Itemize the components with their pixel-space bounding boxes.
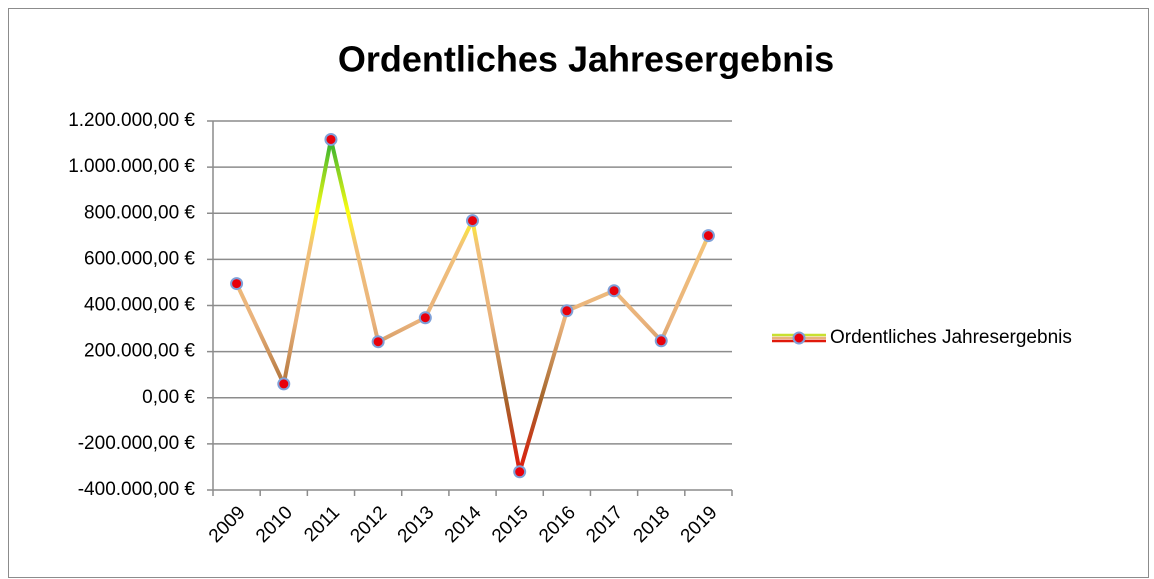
- chart-title: Ordentliches Jahresergebnis: [338, 39, 834, 80]
- point: [277, 377, 291, 391]
- legend-marker: [792, 331, 806, 345]
- point: [230, 277, 244, 291]
- y-tick-label: 1.000.000,00 €: [68, 156, 195, 177]
- y-tick-label: -200.000,00 €: [78, 433, 196, 454]
- point: [513, 465, 527, 479]
- point: [654, 334, 668, 348]
- point: [607, 284, 621, 298]
- y-tick-label: 400.000,00 €: [84, 295, 195, 316]
- y-tick-label: 1.200.000,00 €: [68, 110, 195, 131]
- chart-frame: [8, 8, 1149, 578]
- y-tick-label: 600.000,00 €: [84, 248, 195, 269]
- point: [371, 335, 385, 349]
- y-tick-label: 0,00 €: [142, 387, 195, 408]
- point: [701, 229, 715, 243]
- y-tick-label: 800.000,00 €: [84, 202, 195, 223]
- y-tick-label: 200.000,00 €: [84, 341, 195, 362]
- y-tick-label: -400.000,00 €: [78, 479, 196, 500]
- point: [324, 132, 338, 146]
- point: [466, 214, 479, 228]
- legend-label: Ordentliches Jahresergebnis: [830, 327, 1072, 348]
- point: [418, 311, 432, 325]
- point: [560, 304, 574, 318]
